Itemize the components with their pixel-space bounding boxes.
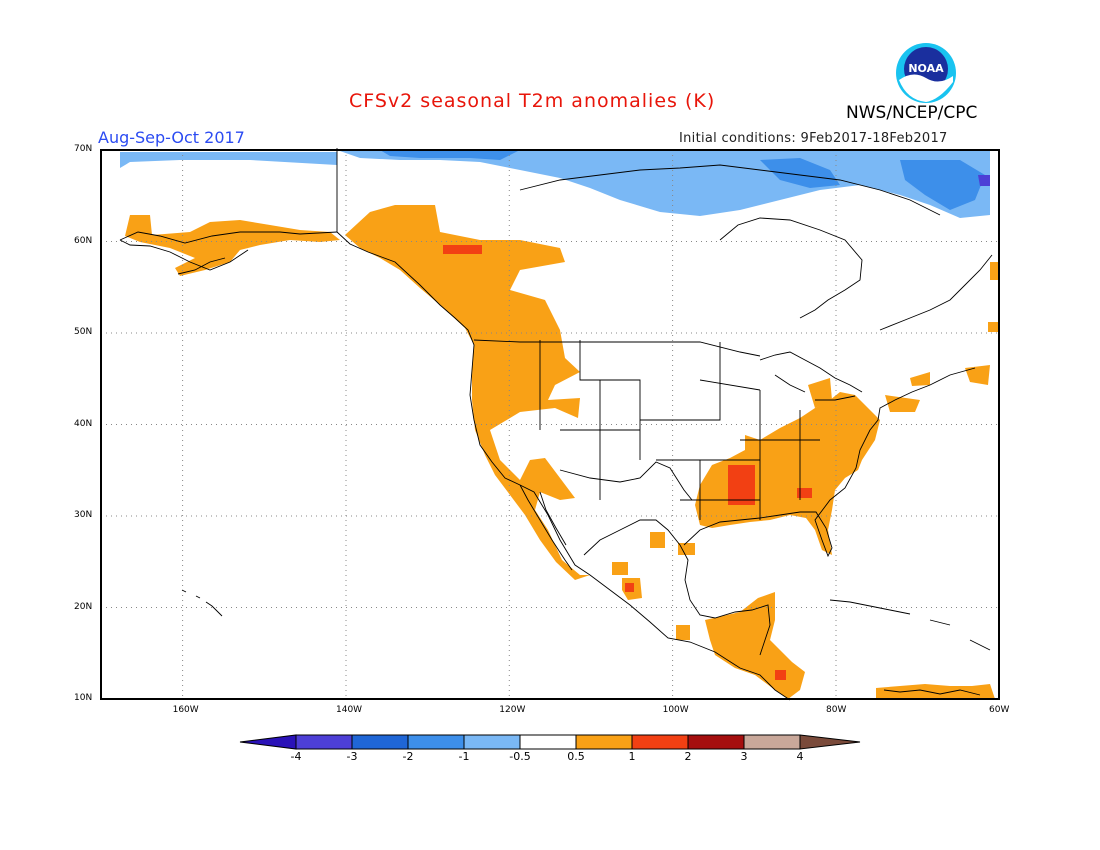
hawaii	[181, 589, 223, 617]
logo-text: NOAA	[908, 62, 944, 75]
colorbar-left-arrow	[239, 734, 297, 750]
latitude-label: 20N	[74, 601, 93, 612]
initial-conditions-label: Initial conditions: 9Feb2017-18Feb2017	[679, 131, 948, 146]
colorbar-swatch	[687, 734, 745, 750]
map-frame	[100, 149, 1000, 700]
colorbar-right-arrow	[799, 734, 861, 750]
bc-hot-spot	[443, 245, 482, 254]
arctic-islands	[519, 164, 941, 216]
colorbar-tick-label: 2	[684, 750, 692, 763]
gulf-coast	[583, 519, 771, 656]
alaska-north-cool-anomaly	[120, 152, 337, 168]
longitude-label: 60W	[989, 705, 1010, 715]
colorbar-tick-label: -2	[402, 750, 414, 763]
latitude-label: 30N	[74, 510, 93, 520]
alaska-peninsula	[177, 257, 226, 275]
latitude-label: 60N	[74, 235, 93, 246]
latitude-label: 40N	[74, 418, 93, 429]
longitude-label: 140W	[336, 705, 363, 715]
latitude-label: 50N	[74, 327, 93, 337]
colorbar-swatch	[631, 734, 689, 750]
mississippi-hot-spot	[728, 465, 812, 505]
colorbar-tick-label: 0.5	[567, 750, 585, 763]
map-title: CFSv2 seasonal T2m anomalies (K)	[349, 90, 716, 112]
coastlines	[119, 148, 993, 701]
colorbar-tick-label: 4	[796, 750, 804, 763]
baja-california	[519, 484, 573, 571]
colorbar-tick-label: 1	[628, 750, 636, 763]
longitude-label: 120W	[499, 705, 526, 715]
colorbar-swatch	[743, 734, 801, 750]
colorbar-tick-label: -0.5	[509, 750, 531, 763]
noaa-logo-icon: NOAA	[896, 43, 956, 103]
caribbean	[829, 599, 991, 696]
agency-label: NWS/NCEP/CPC	[846, 103, 978, 123]
colorbar-tick-label: -3	[346, 750, 358, 763]
us-canada-border	[336, 148, 761, 357]
colorbar-tick-label: 3	[740, 750, 748, 763]
alaska-coast	[119, 231, 338, 271]
colorbar-swatch	[575, 734, 633, 750]
colorbar-tick-label: -1	[458, 750, 470, 763]
anomaly-shading	[120, 150, 999, 699]
great-lakes	[759, 351, 863, 401]
southeast-us-warm-anomaly	[695, 392, 880, 555]
longitude-label: 160W	[172, 705, 199, 715]
labrador-coast	[879, 254, 993, 331]
latitude-label: 70N	[74, 144, 93, 154]
colorbar-swatch	[407, 734, 465, 750]
west-canada-warm-anomaly	[345, 205, 590, 580]
northeast-warm-anomaly	[808, 262, 999, 412]
longitude-label: 80W	[826, 705, 847, 715]
colorbar-swatch	[351, 734, 409, 750]
us-mexico-border	[559, 461, 693, 501]
hudson-bay	[719, 217, 863, 319]
colorbar-tick-label: -4	[290, 750, 302, 763]
colorbar-swatch	[295, 734, 353, 750]
colorbar-swatch	[463, 734, 521, 750]
arctic-cool-anomaly	[337, 150, 990, 218]
season-label: Aug-Sep-Oct 2017	[98, 128, 245, 147]
alaska-warm-anomaly	[125, 215, 340, 276]
state-lines	[539, 340, 820, 520]
longitude-label: 100W	[662, 705, 689, 715]
colorbar-swatch	[519, 734, 577, 750]
latitude-label: 10N	[74, 693, 93, 703]
arctic-strong-cool-anomaly	[380, 150, 985, 210]
greenland-cool-anomaly	[978, 175, 990, 186]
south-caribbean-warm-anomaly	[876, 684, 995, 699]
